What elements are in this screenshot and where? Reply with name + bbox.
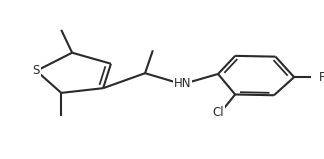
Text: S: S: [33, 64, 40, 77]
Text: Cl: Cl: [212, 106, 224, 119]
Text: F: F: [319, 71, 324, 84]
Text: HN: HN: [174, 77, 191, 90]
